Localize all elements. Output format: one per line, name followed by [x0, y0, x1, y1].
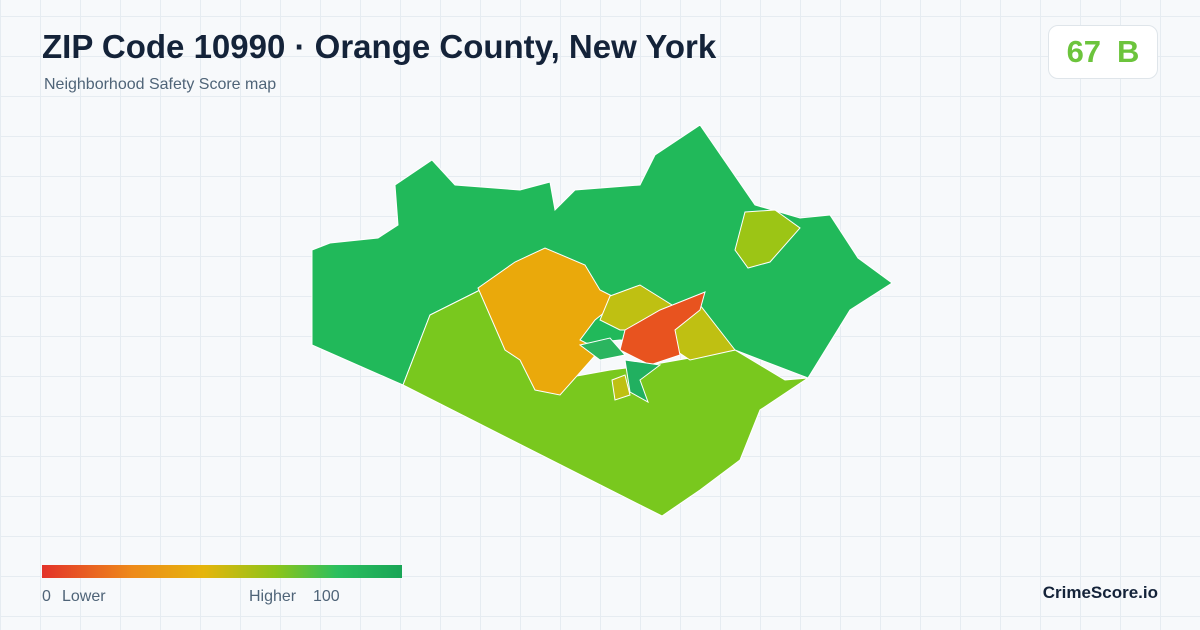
legend-min-label: Lower: [62, 588, 106, 605]
score-grade: B: [1117, 34, 1140, 69]
region: [477, 247, 621, 396]
title: ZIP Code 10990 · Orange County, New York: [42, 28, 717, 65]
legend-gradient: [42, 565, 402, 578]
subtitle: Neighborhood Safety Score map: [44, 76, 277, 93]
legend-max-label: Higher: [249, 588, 297, 605]
score-value: 67: [1066, 34, 1102, 69]
legend-min: 0: [42, 588, 51, 605]
region: [611, 374, 631, 401]
region: [624, 359, 662, 404]
region: [734, 209, 801, 269]
region: [619, 291, 706, 366]
legend-max: 100: [313, 588, 340, 605]
score-badge: 67 B: [1048, 25, 1158, 79]
brand: CrimeScore.io: [1042, 583, 1158, 602]
region: [578, 337, 626, 361]
